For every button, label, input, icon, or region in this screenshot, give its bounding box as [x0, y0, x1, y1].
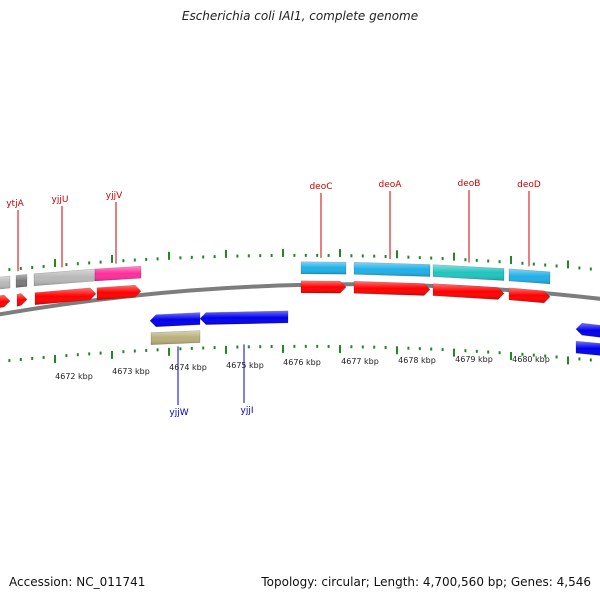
cds-feature-shade: [509, 268, 550, 284]
kbp-label: 4673 kbp: [112, 367, 150, 376]
forward-gene-shade: [433, 283, 504, 300]
cds-feature-shade: [16, 274, 27, 288]
forward-gene-shade: [509, 287, 550, 303]
cds-feature-shade: [433, 264, 504, 281]
kbp-label: 4679 kbp: [455, 355, 493, 364]
kbp-label: 4675 kbp: [226, 361, 264, 370]
gene-label-yjjI: yjjI: [241, 406, 254, 416]
gene-labels: ytjA yjjU yjjV deoC deoA deoB deoD yjjW yjjI: [6, 179, 541, 418]
kbp-label: 4676 kbp: [283, 358, 321, 367]
cds-feature-shade: [95, 266, 141, 281]
cds-feature-shade: [301, 261, 346, 275]
kbp-label: 4678 kbp: [398, 356, 436, 365]
gene-label-deoB: deoB: [458, 179, 481, 189]
kbp-label: 4680 kbp: [512, 355, 550, 364]
forward-gene-shade: [17, 293, 27, 307]
kbp-label: 4672 kbp: [55, 372, 93, 381]
forward-gene-shade: [0, 295, 10, 308]
genome-summary: Topology: circular; Length: 4,700,560 bp…: [261, 575, 591, 589]
gene-label-yjjW: yjjW: [169, 408, 188, 418]
reverse-gene-shade: [576, 323, 600, 338]
cds-feature-shade: [0, 276, 10, 290]
forward-gene-shade: [35, 287, 96, 305]
cds-feature-shade: [151, 330, 200, 345]
inner-tick-row: [8, 344, 592, 365]
forward-gene-shade: [97, 285, 141, 300]
map-title: Escherichia coli IAI1, complete genome: [181, 9, 419, 23]
kbp-label: 4677 kbp: [341, 357, 379, 366]
gene-label-ytjA: ytjA: [6, 199, 24, 209]
accession-label: Accession: NC_011741: [9, 575, 146, 589]
forward-gene-shade: [301, 280, 346, 294]
gene-label-yjjU: yjjU: [52, 195, 69, 205]
cds-feature-shade: [576, 341, 600, 356]
gene-label-deoA: deoA: [379, 180, 403, 190]
kbp-scale: 4672 kbp 4673 kbp 4674 kbp 4675 kbp 4676 kbp…: [55, 355, 550, 381]
feature-tracks: [0, 261, 600, 356]
cds-feature-shade: [354, 262, 430, 277]
reverse-gene-shade: [150, 312, 200, 327]
reverse-gene-shade: [200, 310, 288, 325]
kbp-label: 4674 kbp: [169, 363, 207, 372]
gene-label-deoD: deoD: [517, 180, 541, 190]
cds-feature-shade: [34, 268, 95, 286]
outer-tick-row: [8, 248, 592, 272]
gene-label-yjjV: yjjV: [106, 191, 123, 201]
gene-label-deoC: deoC: [309, 182, 332, 192]
forward-gene-shade: [354, 281, 430, 296]
